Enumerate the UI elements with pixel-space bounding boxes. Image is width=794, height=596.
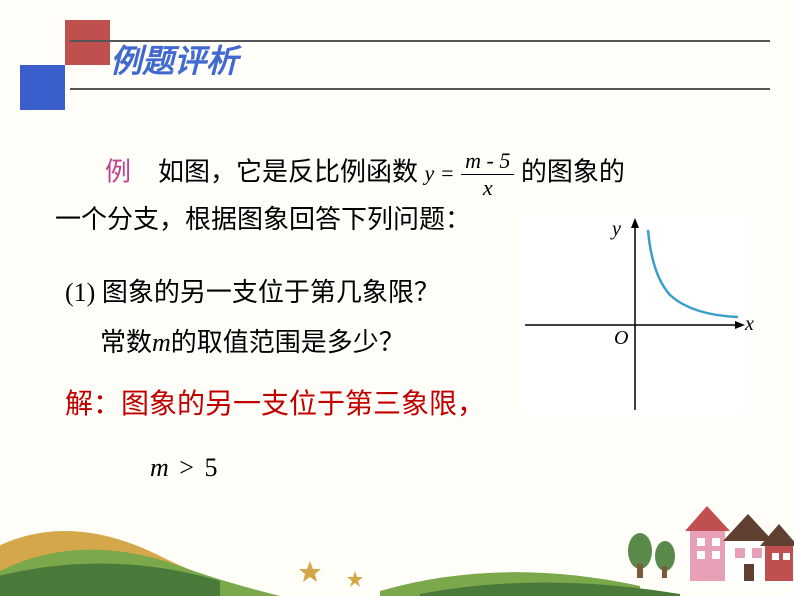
- door-1: [744, 564, 754, 581]
- question-1-line-1: (1) 图象的另一支位于第几象限？: [65, 275, 440, 311]
- y-axis-label: y: [612, 218, 621, 241]
- roof-2: [723, 514, 773, 541]
- equation-fraction: m - 5 x: [461, 150, 514, 199]
- problem-line-1: 例 如图，它是反比例函数 y = m - 5 x 的图象的: [105, 150, 755, 199]
- problem-text-1a: 如图，它是反比例函数: [158, 157, 425, 186]
- problem-line-2: 一个分支，根据图象回答下列问题：: [55, 202, 471, 238]
- decoration-svg: [0, 476, 794, 596]
- tree-icon-1: [628, 533, 652, 569]
- star-icon-2: [347, 571, 363, 587]
- window-4: [712, 551, 720, 559]
- example-label: 例: [105, 157, 131, 186]
- x-axis-label: x: [745, 313, 754, 336]
- origin-label: O: [614, 327, 628, 350]
- equation-lhs: y =: [425, 160, 455, 185]
- answer-label: 解：: [65, 389, 121, 420]
- window-2: [712, 538, 720, 546]
- q1-suffix: 的取值范围是多少？: [171, 328, 405, 357]
- window-5: [735, 548, 745, 558]
- footer-decorations: [0, 506, 794, 596]
- tree-trunk-1: [637, 564, 643, 578]
- coordinate-graph: y x O: [520, 215, 750, 415]
- star-icon-1: [299, 561, 321, 582]
- window-6: [752, 548, 762, 558]
- window-8: [783, 553, 790, 560]
- roof-1: [685, 506, 730, 531]
- tree-trunk-2: [662, 566, 667, 578]
- fraction-numerator: m - 5: [461, 150, 514, 175]
- answer-text: 图象的另一支位于第三象限，: [121, 389, 485, 420]
- question-1-line-2: 常数m的取值范围是多少？: [100, 325, 405, 361]
- fraction-denominator: x: [461, 175, 514, 199]
- q1-var: m: [152, 328, 171, 357]
- graph-svg: [520, 215, 750, 415]
- slide-title: 例题评析: [110, 36, 238, 82]
- answer-line: 解：图象的另一支位于第三象限，: [65, 385, 485, 424]
- q1-prefix: 常数: [100, 328, 152, 357]
- window-3: [697, 551, 705, 559]
- slide: 例题评析 例 如图，它是反比例函数 y = m - 5 x 的图象的 一个分支，…: [0, 0, 794, 596]
- problem-text-1b: 的图象的: [521, 157, 625, 186]
- blue-block: [20, 65, 65, 110]
- house-red: [765, 546, 793, 581]
- window-1: [697, 538, 705, 546]
- window-7: [772, 553, 779, 560]
